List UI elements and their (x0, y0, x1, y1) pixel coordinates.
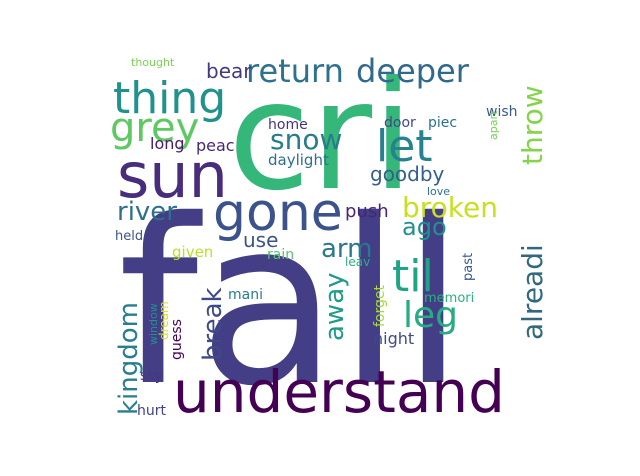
word: arm (321, 234, 373, 264)
word: ago (402, 213, 447, 241)
word: apart (487, 110, 500, 140)
word: wish (486, 104, 518, 120)
word: given (172, 243, 213, 261)
word: long (150, 134, 185, 153)
word: cri (228, 50, 414, 224)
word: thought (131, 56, 175, 69)
word: peac (196, 136, 235, 155)
word: love (427, 185, 450, 198)
word: night (373, 329, 414, 348)
word: door (384, 115, 416, 131)
word: sun (117, 139, 228, 212)
word: leav (345, 255, 370, 269)
word: alreadi (516, 244, 549, 340)
word: grey (110, 105, 199, 151)
word: piec (428, 115, 457, 131)
word: throw (516, 85, 549, 165)
word: thing (113, 73, 226, 124)
word: deeper (356, 52, 470, 90)
word: break (198, 287, 228, 361)
word: held (115, 229, 143, 244)
word: snow (270, 123, 342, 156)
word: understand (173, 358, 505, 426)
word: push (345, 201, 389, 222)
word: kingdom (114, 302, 144, 415)
word: sky (140, 368, 163, 384)
word: bear (206, 59, 252, 83)
word: guess (169, 319, 185, 360)
word: river (117, 197, 177, 227)
word: daylight (268, 151, 329, 169)
word: rain (267, 247, 294, 263)
word: memori (424, 291, 474, 306)
word: gone (213, 183, 343, 243)
word: til (392, 251, 434, 302)
word: broken (402, 191, 498, 224)
word: fall (118, 170, 465, 436)
word: home (268, 117, 308, 133)
word: away (320, 272, 350, 341)
word: past (461, 253, 476, 281)
word: dream (157, 301, 171, 340)
word: hurt (137, 403, 167, 419)
word: forget (372, 284, 388, 327)
word: leg (403, 295, 458, 336)
word: return (246, 52, 344, 90)
word: let (376, 121, 433, 172)
word: mani (228, 287, 263, 303)
word: use (243, 228, 278, 252)
word: goodby (370, 162, 445, 186)
word: window (147, 303, 160, 345)
